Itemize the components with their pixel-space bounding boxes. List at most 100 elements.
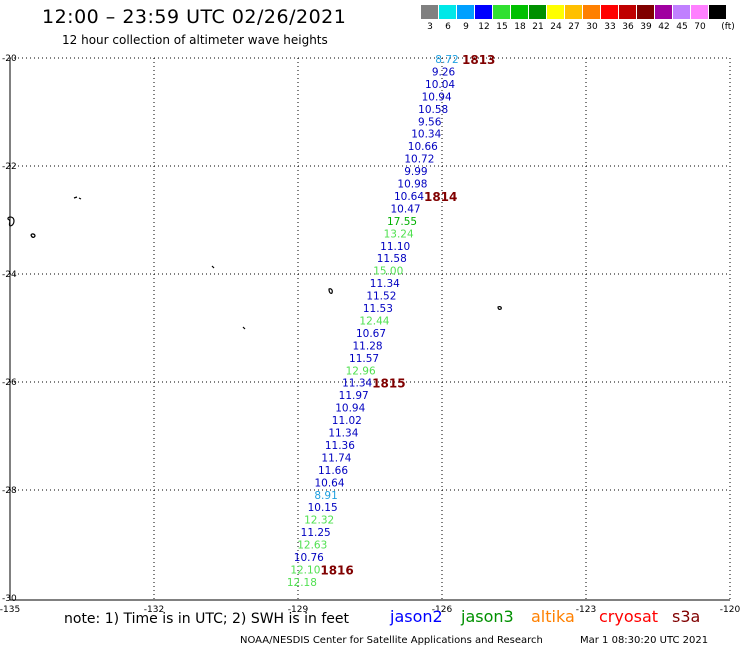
longitude-tick-label: -126 <box>432 605 453 615</box>
wave-height-reading: 11.57 <box>349 353 379 365</box>
scale-swatch <box>655 5 672 19</box>
track-time-marker: 1816 <box>320 563 353 577</box>
wave-height-reading: 10.15 <box>308 502 338 514</box>
scale-tick-label: 45 <box>676 22 688 32</box>
wave-height-reading: 11.36 <box>325 440 355 452</box>
legend-cryosat: cryosat <box>599 607 659 626</box>
wave-height-reading: 10.47 <box>391 203 421 215</box>
island-shape <box>211 265 215 269</box>
scale-swatch <box>637 5 654 19</box>
wave-height-reading: 11.34 <box>342 378 372 390</box>
track-time-marker: 1815 <box>372 377 405 391</box>
legend-altika: altika <box>531 607 575 626</box>
island-shape <box>7 216 15 227</box>
track-time-marker: 1813 <box>462 53 495 67</box>
wave-height-reading: 11.52 <box>366 291 396 303</box>
latitude-tick-label: -30 <box>2 594 17 604</box>
wave-height-reading: 10.04 <box>425 79 455 91</box>
wave-height-reading: 13.24 <box>384 228 414 240</box>
longitude-tick-label: -123 <box>576 605 596 615</box>
wave-height-reading: 10.76 <box>294 552 324 564</box>
legend-jason2: jason2 <box>390 607 443 626</box>
track-time-marker: 1814 <box>424 190 457 204</box>
scale-tick-label: 9 <box>463 22 469 32</box>
map-frame <box>9 58 730 601</box>
wave-height-reading: 12.32 <box>304 515 334 527</box>
island-shape <box>242 326 246 330</box>
latitude-tick-label: -26 <box>2 378 17 388</box>
wave-height-reading: 11.02 <box>332 415 362 427</box>
wave-height-reading: 10.94 <box>422 91 452 103</box>
scale-tick-label: 42 <box>658 22 670 32</box>
wave-height-reading: 8.72 <box>435 54 458 66</box>
scale-tick-label: 15 <box>496 22 508 32</box>
wave-height-reading: 12.96 <box>346 365 376 377</box>
latitude-tick-label: -20 <box>2 54 17 64</box>
scale-tick-label: 33 <box>604 22 616 32</box>
legend-s3a: s3a <box>672 607 701 626</box>
scale-tick-label: 6 <box>445 22 451 32</box>
latitude-tick-label: -24 <box>2 270 17 280</box>
wave-height-reading: 12.10 <box>290 564 320 576</box>
scale-tick-label: 3 <box>427 22 433 32</box>
wave-height-reading: 11.97 <box>339 390 369 402</box>
island-shape <box>328 288 333 294</box>
wave-height-reading: 12.63 <box>297 540 327 552</box>
scale-swatch <box>691 5 708 19</box>
wave-height-reading: 8.91 <box>314 490 337 502</box>
satellite-track: 8.729.2610.0410.9410.589.5610.3410.6610.… <box>287 54 459 589</box>
wave-height-reading: 9.99 <box>404 166 427 178</box>
island-shape <box>30 233 36 238</box>
scale-swatch <box>619 5 636 19</box>
wave-height-reading: 10.67 <box>356 328 386 340</box>
scale-swatch <box>457 5 474 19</box>
wave-height-reading: 10.72 <box>404 154 434 166</box>
scale-swatch <box>475 5 492 19</box>
wave-height-reading: 10.64 <box>394 191 424 203</box>
wave-height-reading: 10.58 <box>418 104 448 116</box>
scale-tick-label: 27 <box>568 22 580 32</box>
map-subtitle: 12 hour collection of altimeter wave hei… <box>62 33 328 47</box>
wave-height-reading: 9.26 <box>432 66 456 78</box>
longitude-tick-label: -132 <box>144 605 164 615</box>
wave-height-reading: 11.58 <box>377 253 407 265</box>
scale-swatch <box>511 5 528 19</box>
latitude-tick-label: -28 <box>2 486 17 496</box>
wave-height-reading: 10.64 <box>314 477 344 489</box>
wave-height-reading: 11.74 <box>321 452 351 464</box>
map-title: 12:00 – 23:59 UTC 02/26/2021 <box>42 6 347 28</box>
scale-tick-label: 18 <box>514 22 526 32</box>
wave-height-reading: 11.66 <box>318 465 348 477</box>
scale-tick-label: 30 <box>586 22 598 32</box>
scale-swatch <box>493 5 510 19</box>
wave-height-reading: 10.66 <box>408 141 438 153</box>
generation-timestamp: Mar 1 08:30:20 UTC 2021 <box>580 635 709 646</box>
scale-tick-label: 70 <box>694 22 706 32</box>
wave-height-reading: 12.44 <box>359 315 389 327</box>
wave-height-reading: 11.28 <box>353 340 383 352</box>
credit-line: NOAA/NESDIS Center for Satellite Applica… <box>240 635 543 646</box>
scale-swatch <box>439 5 456 19</box>
scale-swatch <box>529 5 546 19</box>
island-shape <box>497 306 502 310</box>
scale-swatch <box>709 5 726 19</box>
scale-swatch <box>421 5 438 19</box>
longitude-tick-label: -120 <box>720 605 740 615</box>
wave-height-reading: 11.10 <box>380 241 410 253</box>
scale-swatch <box>547 5 564 19</box>
longitude-tick-label: -135 <box>0 605 20 615</box>
scale-swatch <box>565 5 582 19</box>
wave-height-reading: 17.55 <box>387 216 417 228</box>
scale-unit-label: (ft) <box>721 22 735 32</box>
graticule <box>10 57 731 600</box>
wave-height-reading: 11.25 <box>301 527 331 539</box>
scale-tick-label: 21 <box>532 22 544 32</box>
wave-height-reading: 12.18 <box>287 577 317 589</box>
latitude-tick-label: -22 <box>2 162 17 172</box>
time-markers: 1813 1814 1815 1816 <box>320 53 495 577</box>
wave-height-reading: 10.94 <box>335 403 365 415</box>
scale-tick-label: 39 <box>640 22 652 32</box>
longitude-tick-label: -129 <box>288 605 309 615</box>
island-shape <box>73 196 82 200</box>
